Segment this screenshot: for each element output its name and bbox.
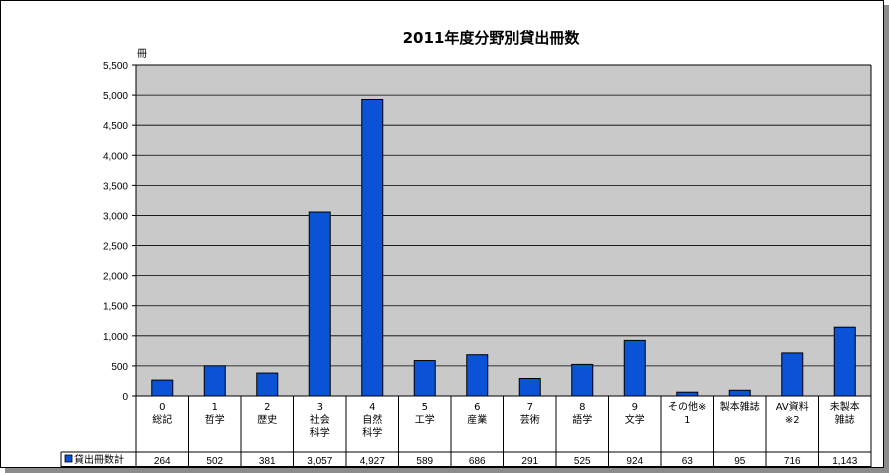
data-table: 0 総記 1 哲学 2 歴史 3 社会科学 4 自然科学 5 工学 6 産業 7 芸術 8 語学 9 文学 その他※ 1 製…	[60, 396, 872, 467]
plot-background	[136, 65, 871, 396]
chart-title: 2011年度分野別貸出冊数	[403, 29, 581, 47]
y-tick-label: 4,500	[103, 121, 128, 132]
x-category-label: 9 文学	[625, 402, 645, 426]
data-value-label: 589	[416, 456, 433, 467]
y-tick-label: 2,500	[103, 242, 128, 253]
y-tick-label: 5,000	[103, 91, 128, 102]
bar	[833, 326, 856, 397]
data-value-label: 1,143	[832, 456, 857, 467]
x-category-label: 7 芸術	[520, 402, 540, 426]
y-axis-unit-label: 冊	[137, 49, 147, 60]
data-value-label: 95	[734, 456, 746, 467]
data-value-label: 924	[626, 456, 643, 467]
x-category-label: 製本雑誌	[720, 400, 760, 413]
bar	[781, 352, 804, 397]
y-tick-label: 1,500	[103, 302, 128, 313]
y-tick-label: 2,000	[103, 272, 128, 283]
x-category-label: 5 工学	[415, 402, 435, 426]
bar	[308, 211, 331, 397]
bar	[571, 363, 594, 397]
x-category-label: 1 哲学	[205, 402, 225, 426]
data-value-label: 525	[574, 456, 591, 467]
data-value-label: 4,927	[360, 456, 385, 467]
data-value-label: 264	[154, 456, 171, 467]
y-tick-label: 5,500	[103, 61, 128, 72]
x-category-label: その他※ 1	[668, 400, 706, 426]
chart-svg: 2011年度分野別貸出冊数 冊 0 500 1,000 1,500 2,000 2,500…	[60, 29, 872, 467]
bar	[361, 98, 384, 397]
data-value-label: 381	[259, 456, 276, 467]
x-category-label: 8 語学	[572, 402, 592, 426]
data-value-label: 63	[682, 456, 694, 467]
bar	[413, 360, 436, 397]
y-tick-label: 500	[111, 362, 128, 373]
bar	[256, 372, 279, 397]
bar	[728, 389, 751, 397]
legend-label: 貸出冊数計	[74, 453, 124, 466]
x-category-label: 3 社会科学	[310, 402, 330, 439]
legend-swatch	[64, 454, 73, 463]
y-tick-label: 1,000	[103, 332, 128, 343]
bar	[676, 391, 699, 397]
x-category-label: 6 産業	[467, 402, 487, 426]
data-value-label: 3,057	[307, 456, 332, 467]
data-value-label: 291	[521, 456, 538, 467]
data-value-label: 716	[784, 456, 801, 467]
y-tick-label: 0	[122, 392, 128, 403]
bar	[466, 354, 489, 397]
x-category-label: 未製本雑誌	[830, 400, 860, 426]
y-tick-label: 3,500	[103, 181, 128, 192]
y-tick-label: 3,000	[103, 211, 128, 222]
bar	[623, 339, 646, 397]
y-tick-label: 4,000	[103, 151, 128, 162]
x-category-label: AV資料※2	[776, 400, 809, 426]
data-value-label: 502	[206, 456, 223, 467]
data-value-label: 686	[469, 456, 486, 467]
plot-area: 0 500 1,000 1,500 2,000 2,500 3,000 3,500 4,000 4…	[103, 61, 872, 403]
x-category-label: 2 歴史	[257, 402, 277, 426]
bar	[518, 377, 541, 397]
x-category-label: 0 総記	[152, 402, 172, 426]
x-category-label: 4 自然科学	[362, 402, 382, 439]
bar	[203, 365, 226, 397]
bar	[151, 379, 174, 397]
